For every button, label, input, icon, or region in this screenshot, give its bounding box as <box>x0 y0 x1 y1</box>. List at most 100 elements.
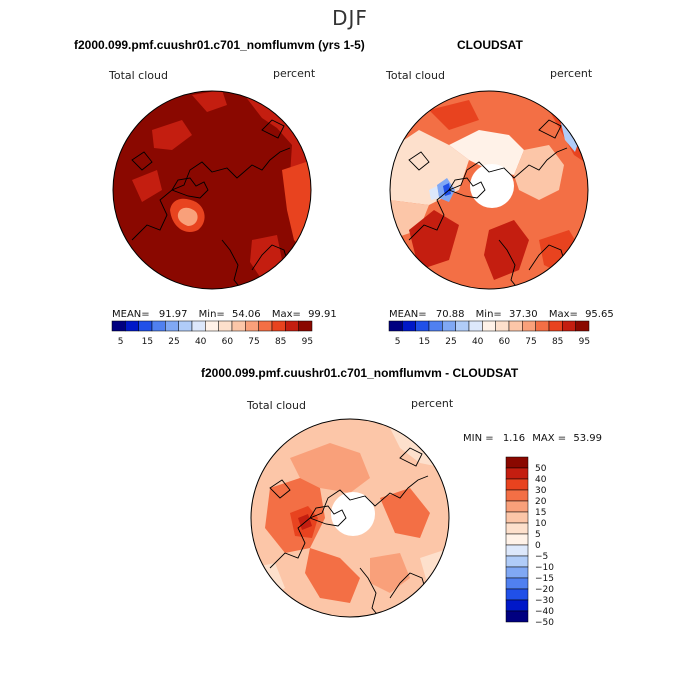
colorbar-swatch <box>191 320 206 332</box>
colorbar-tick-label: 15 <box>535 508 546 518</box>
model-field-patch <box>152 120 192 150</box>
colorbar-tick-label: 95 <box>302 337 313 347</box>
cloudsat-field-patch <box>409 210 459 270</box>
colorbar-tick-label: −40 <box>535 607 554 617</box>
diff-max-label: MAX = <box>532 433 567 444</box>
model-field-patch <box>277 91 288 112</box>
diff-polar-gap <box>331 492 375 536</box>
cloudsat-field-patch <box>429 100 479 130</box>
cloudsat-stats: MEAN= 70.88 Min= 37.30 Max= 95.65 <box>389 309 614 320</box>
colorbar-tick-label: −10 <box>535 563 554 573</box>
colorbar-swatch <box>505 500 529 513</box>
diff-map <box>250 418 450 618</box>
model-units-label: percent <box>273 67 316 80</box>
cloudsat-field-patch <box>449 130 524 175</box>
model-max-label: Max= <box>271 309 301 320</box>
colorbar-swatch <box>428 320 443 332</box>
model-min-label: Min= <box>198 309 225 320</box>
colorbar-swatch <box>468 320 483 332</box>
colorbar-swatch <box>245 320 259 332</box>
colorbar-swatch <box>482 320 496 332</box>
colorbar-swatch <box>505 511 529 524</box>
colorbar-swatch <box>505 533 529 546</box>
diff-min-label: MIN = <box>463 433 494 444</box>
cloudsat-coastlines <box>408 119 568 289</box>
colorbar-tick-label: 20 <box>535 497 547 507</box>
colorbar-tick-label: 5 <box>395 337 401 347</box>
model-min-value: 54.06 <box>231 309 261 320</box>
model-max-value: 99.91 <box>308 309 337 320</box>
cloudsat-mean-value: 70.88 <box>435 309 465 320</box>
colorbar-swatch <box>505 588 529 601</box>
colorbar-swatch <box>125 320 139 332</box>
diff-min-value: 1.16 <box>502 433 526 444</box>
colorbar-tick-label: 50 <box>535 464 547 474</box>
colorbar-swatch <box>138 320 153 332</box>
colorbar-tick-label: 40 <box>195 337 207 347</box>
model-field-patch <box>177 207 198 226</box>
cloudsat-colorbar: 5 15 25 40 60 75 85 95 <box>388 320 590 347</box>
model-field-patch <box>132 170 162 202</box>
colorbar-swatch <box>258 320 273 332</box>
model-colorbar: 5 15 25 40 60 75 85 95 <box>111 320 313 347</box>
diff-field-patch <box>305 548 360 603</box>
colorbar-tick-label: 60 <box>222 337 234 347</box>
colorbar-swatch <box>402 320 416 332</box>
colorbar-tick-label: 25 <box>168 337 179 347</box>
colorbar-tick-label: 15 <box>419 337 430 347</box>
cloudsat-field-patch <box>429 186 439 200</box>
colorbar-swatch <box>575 320 590 332</box>
colorbar-swatch <box>442 320 456 332</box>
cloudsat-panel-title: CLOUDSAT <box>457 38 523 52</box>
model-stats: MEAN= 91.97 Min= 54.06 Max= 99.91 <box>112 309 337 320</box>
cloudsat-polar-gap <box>470 164 514 208</box>
colorbar-swatch <box>205 320 219 332</box>
colorbar-tick-label: 5 <box>118 337 124 347</box>
colorbar-tick-label: 10 <box>535 519 547 529</box>
colorbar-swatch <box>505 544 529 557</box>
model-field-label: Total cloud <box>109 69 168 82</box>
colorbar-swatch <box>505 522 529 535</box>
cloudsat-mean-label: MEAN= <box>389 309 427 320</box>
colorbar-swatch <box>271 320 286 332</box>
model-panel-title: f2000.099.pmf.cuushr01.c701_nomflumvm (y… <box>74 38 365 52</box>
colorbar-swatch <box>505 555 529 568</box>
colorbar-tick-label: −5 <box>535 552 548 562</box>
colorbar-swatch <box>505 489 529 502</box>
colorbar-swatch <box>298 320 313 332</box>
colorbar-tick-label: 15 <box>142 337 153 347</box>
colorbar-swatch <box>165 320 179 332</box>
colorbar-swatch <box>505 478 529 491</box>
cloudsat-min-label: Min= <box>475 309 502 320</box>
colorbar-swatch <box>505 610 529 623</box>
colorbar-swatch <box>231 320 246 332</box>
colorbar-swatch <box>505 599 529 612</box>
diff-max-value: 53.99 <box>573 433 602 444</box>
colorbar-swatch <box>415 320 430 332</box>
colorbar-swatch <box>548 320 563 332</box>
colorbar-swatch <box>505 577 529 590</box>
colorbar-tick-label: −50 <box>535 618 554 628</box>
colorbar-tick-label: 60 <box>499 337 511 347</box>
colorbar-swatch <box>562 320 576 332</box>
model-map <box>112 90 312 290</box>
cloudsat-min-value: 37.30 <box>508 309 538 320</box>
colorbar-tick-label: 75 <box>248 337 259 347</box>
colorbar-swatch <box>151 320 166 332</box>
colorbar-swatch <box>455 320 470 332</box>
colorbar-swatch <box>111 320 126 332</box>
colorbar-swatch <box>178 320 193 332</box>
colorbar-tick-label: 75 <box>525 337 536 347</box>
cloudsat-map <box>389 90 589 290</box>
colorbar-swatch <box>505 566 529 579</box>
cloudsat-map-border <box>389 90 589 290</box>
colorbar-tick-label: 5 <box>535 530 541 540</box>
colorbar-swatch <box>218 320 233 332</box>
cloudsat-max-value: 95.65 <box>585 309 614 320</box>
colorbar-swatch <box>535 320 550 332</box>
colorbar-tick-label: 25 <box>445 337 456 347</box>
diff-panel-title: f2000.099.pmf.cuushr01.c701_nomflumvm - … <box>201 366 519 380</box>
colorbar-tick-label: 95 <box>579 337 590 347</box>
colorbar-swatch <box>495 320 510 332</box>
